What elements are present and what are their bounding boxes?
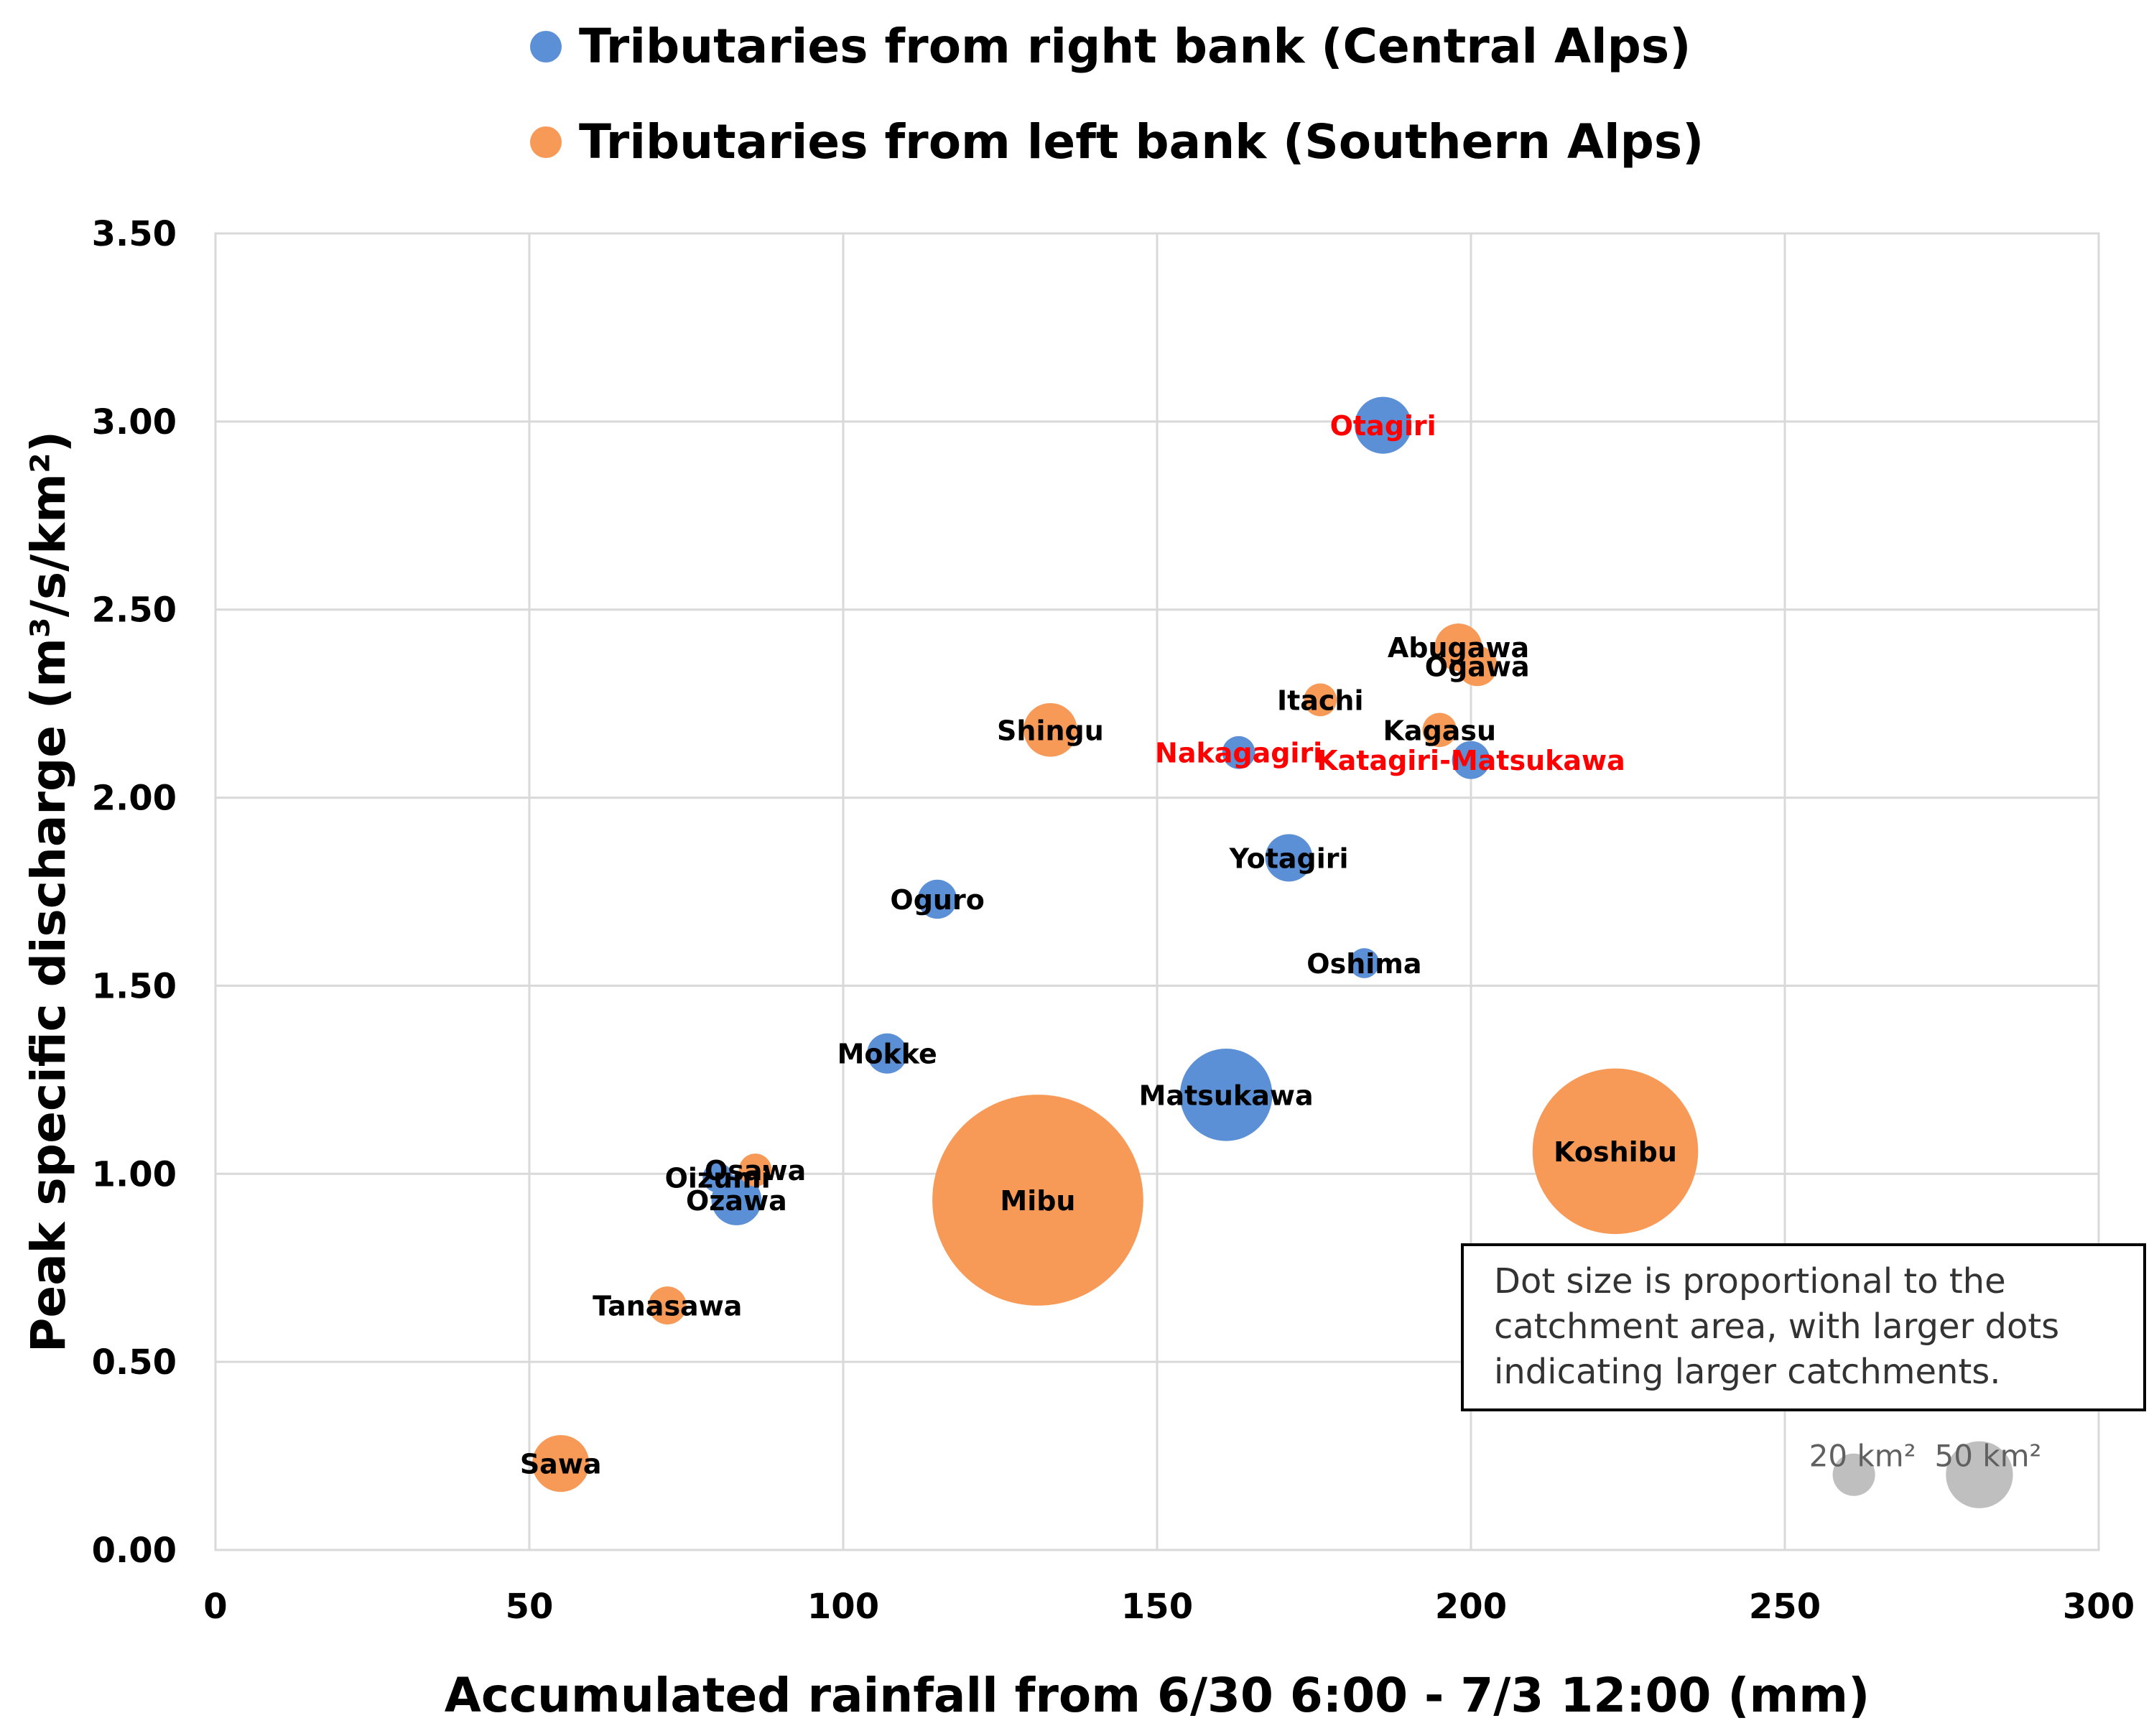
bubble-label-mibu: Mibu [1000, 1185, 1075, 1217]
x-tick-label: 150 [1121, 1587, 1193, 1627]
reference-label-50-km: 50 km² [1935, 1438, 2042, 1473]
bubble-oshima [1349, 948, 1380, 978]
legend-label-1: Tributaries from left bank (Southern Alp… [579, 114, 1704, 170]
y-tick-label: 3.00 [92, 402, 177, 442]
bubble-nakagagiri [1222, 735, 1255, 769]
note-line-1: catchment area, with larger dots [1494, 1306, 2059, 1347]
x-axis-ticks: 0 50 100 150 200 250 300 [203, 1587, 2135, 1627]
bubble-label-otagiri: Otagiri [1330, 410, 1436, 442]
bubble-label-kagasu: Kagasu [1383, 715, 1496, 746]
bubble-label-yotagiri: Yotagiri [1229, 843, 1349, 874]
bubble-otagiri [1355, 396, 1412, 454]
bubble-label-koshibu: Koshibu [1554, 1136, 1677, 1168]
note-box [1461, 1243, 2146, 1411]
x-tick-label: 200 [1435, 1587, 1507, 1627]
y-tick-label: 3.50 [92, 214, 177, 254]
y-tick-label: 1.50 [92, 966, 177, 1006]
x-tick-label: 100 [807, 1587, 879, 1627]
bubble-label-mokke: Mokke [837, 1039, 937, 1070]
bubble-mokke [867, 1033, 908, 1074]
x-axis-title: Accumulated rainfall from 6/30 6:00 - 7/… [445, 1668, 1870, 1723]
y-tick-label: 0.00 [92, 1531, 177, 1571]
legend: Tributaries from right bank (Central Alp… [530, 19, 1704, 170]
y-tick-label: 1.00 [92, 1154, 177, 1194]
x-tick-label: 300 [2063, 1587, 2135, 1627]
bubble-label-ozawa: Ozawa [686, 1185, 787, 1217]
bubble-sawa [532, 1434, 590, 1493]
y-tick-label: 0.50 [92, 1342, 177, 1383]
bubble-label-osawa: Osawa [705, 1155, 806, 1187]
bubble-yotagiri [1265, 834, 1313, 882]
bubble-shingu [1023, 702, 1077, 757]
bubble-label-matsukawa: Matsukawa [1139, 1080, 1314, 1111]
bubble-oizumi [702, 1162, 733, 1193]
bubble-kagasu [1422, 712, 1457, 748]
y-tick-label: 2.50 [92, 590, 177, 631]
size-note: Dot size is proportional to the catchment… [1461, 1243, 2146, 1411]
bubble-label-oguro: Oguro [890, 884, 984, 916]
bubbles [532, 396, 1699, 1493]
bubble-osawa [738, 1154, 772, 1187]
legend-label-0: Tributaries from right bank (Central Alp… [579, 19, 1691, 74]
bubble-matsukawa [1179, 1048, 1273, 1141]
bubble-label-abugawa: Abugawa [1388, 632, 1529, 664]
reference-bubble-20-km [1832, 1453, 1875, 1496]
x-tick-label: 250 [1749, 1587, 1821, 1627]
x-tick-label: 0 [203, 1587, 227, 1627]
note-line-0: Dot size is proportional to the [1494, 1261, 2006, 1301]
bubble-tanasawa [648, 1286, 687, 1324]
bubble-label-itachi: Itachi [1277, 684, 1364, 716]
bubble-katagiri-matsukawa [1452, 741, 1490, 779]
bubble-label-sawa: Sawa [520, 1449, 602, 1480]
legend-marker-0 [530, 31, 562, 62]
size-reference: 20 km² 50 km² [1809, 1438, 2042, 1508]
bubble-mibu [932, 1095, 1143, 1306]
legend-marker-1 [530, 126, 562, 158]
y-tick-label: 2.00 [92, 779, 177, 819]
bubble-label-ogawa: Ogawa [1425, 651, 1530, 682]
gridlines [214, 232, 2100, 1551]
note-line-2: indicating larger catchments. [1494, 1352, 2001, 1392]
bubble-label-oizumi: Oizumi [665, 1163, 771, 1194]
bubble-label-oshima: Oshima [1306, 948, 1421, 980]
y-axis-title: Peak specific discharge (m³/s/km²) [21, 431, 76, 1352]
y-axis-ticks: 0.00 0.50 1.00 1.50 2.00 2.50 3.00 3.50 [92, 214, 177, 1571]
reference-bubble-50-km [1946, 1441, 2013, 1508]
bubble-itachi [1304, 683, 1337, 717]
bubble-label-katagiri-matsukawa: Katagiri-Matsukawa [1317, 745, 1625, 776]
bubble-label-tanasawa: Tanasawa [593, 1291, 742, 1322]
reference-label-20-km: 20 km² [1809, 1438, 1916, 1473]
bubble-oguro [917, 879, 957, 919]
bubble-koshibu [1532, 1068, 1699, 1235]
bubble-label-nakagagiri: Nakagagiri [1155, 738, 1322, 769]
bubble-ogawa [1457, 646, 1498, 687]
bubble-label-shingu: Shingu [997, 715, 1104, 746]
x-tick-label: 50 [506, 1587, 554, 1627]
